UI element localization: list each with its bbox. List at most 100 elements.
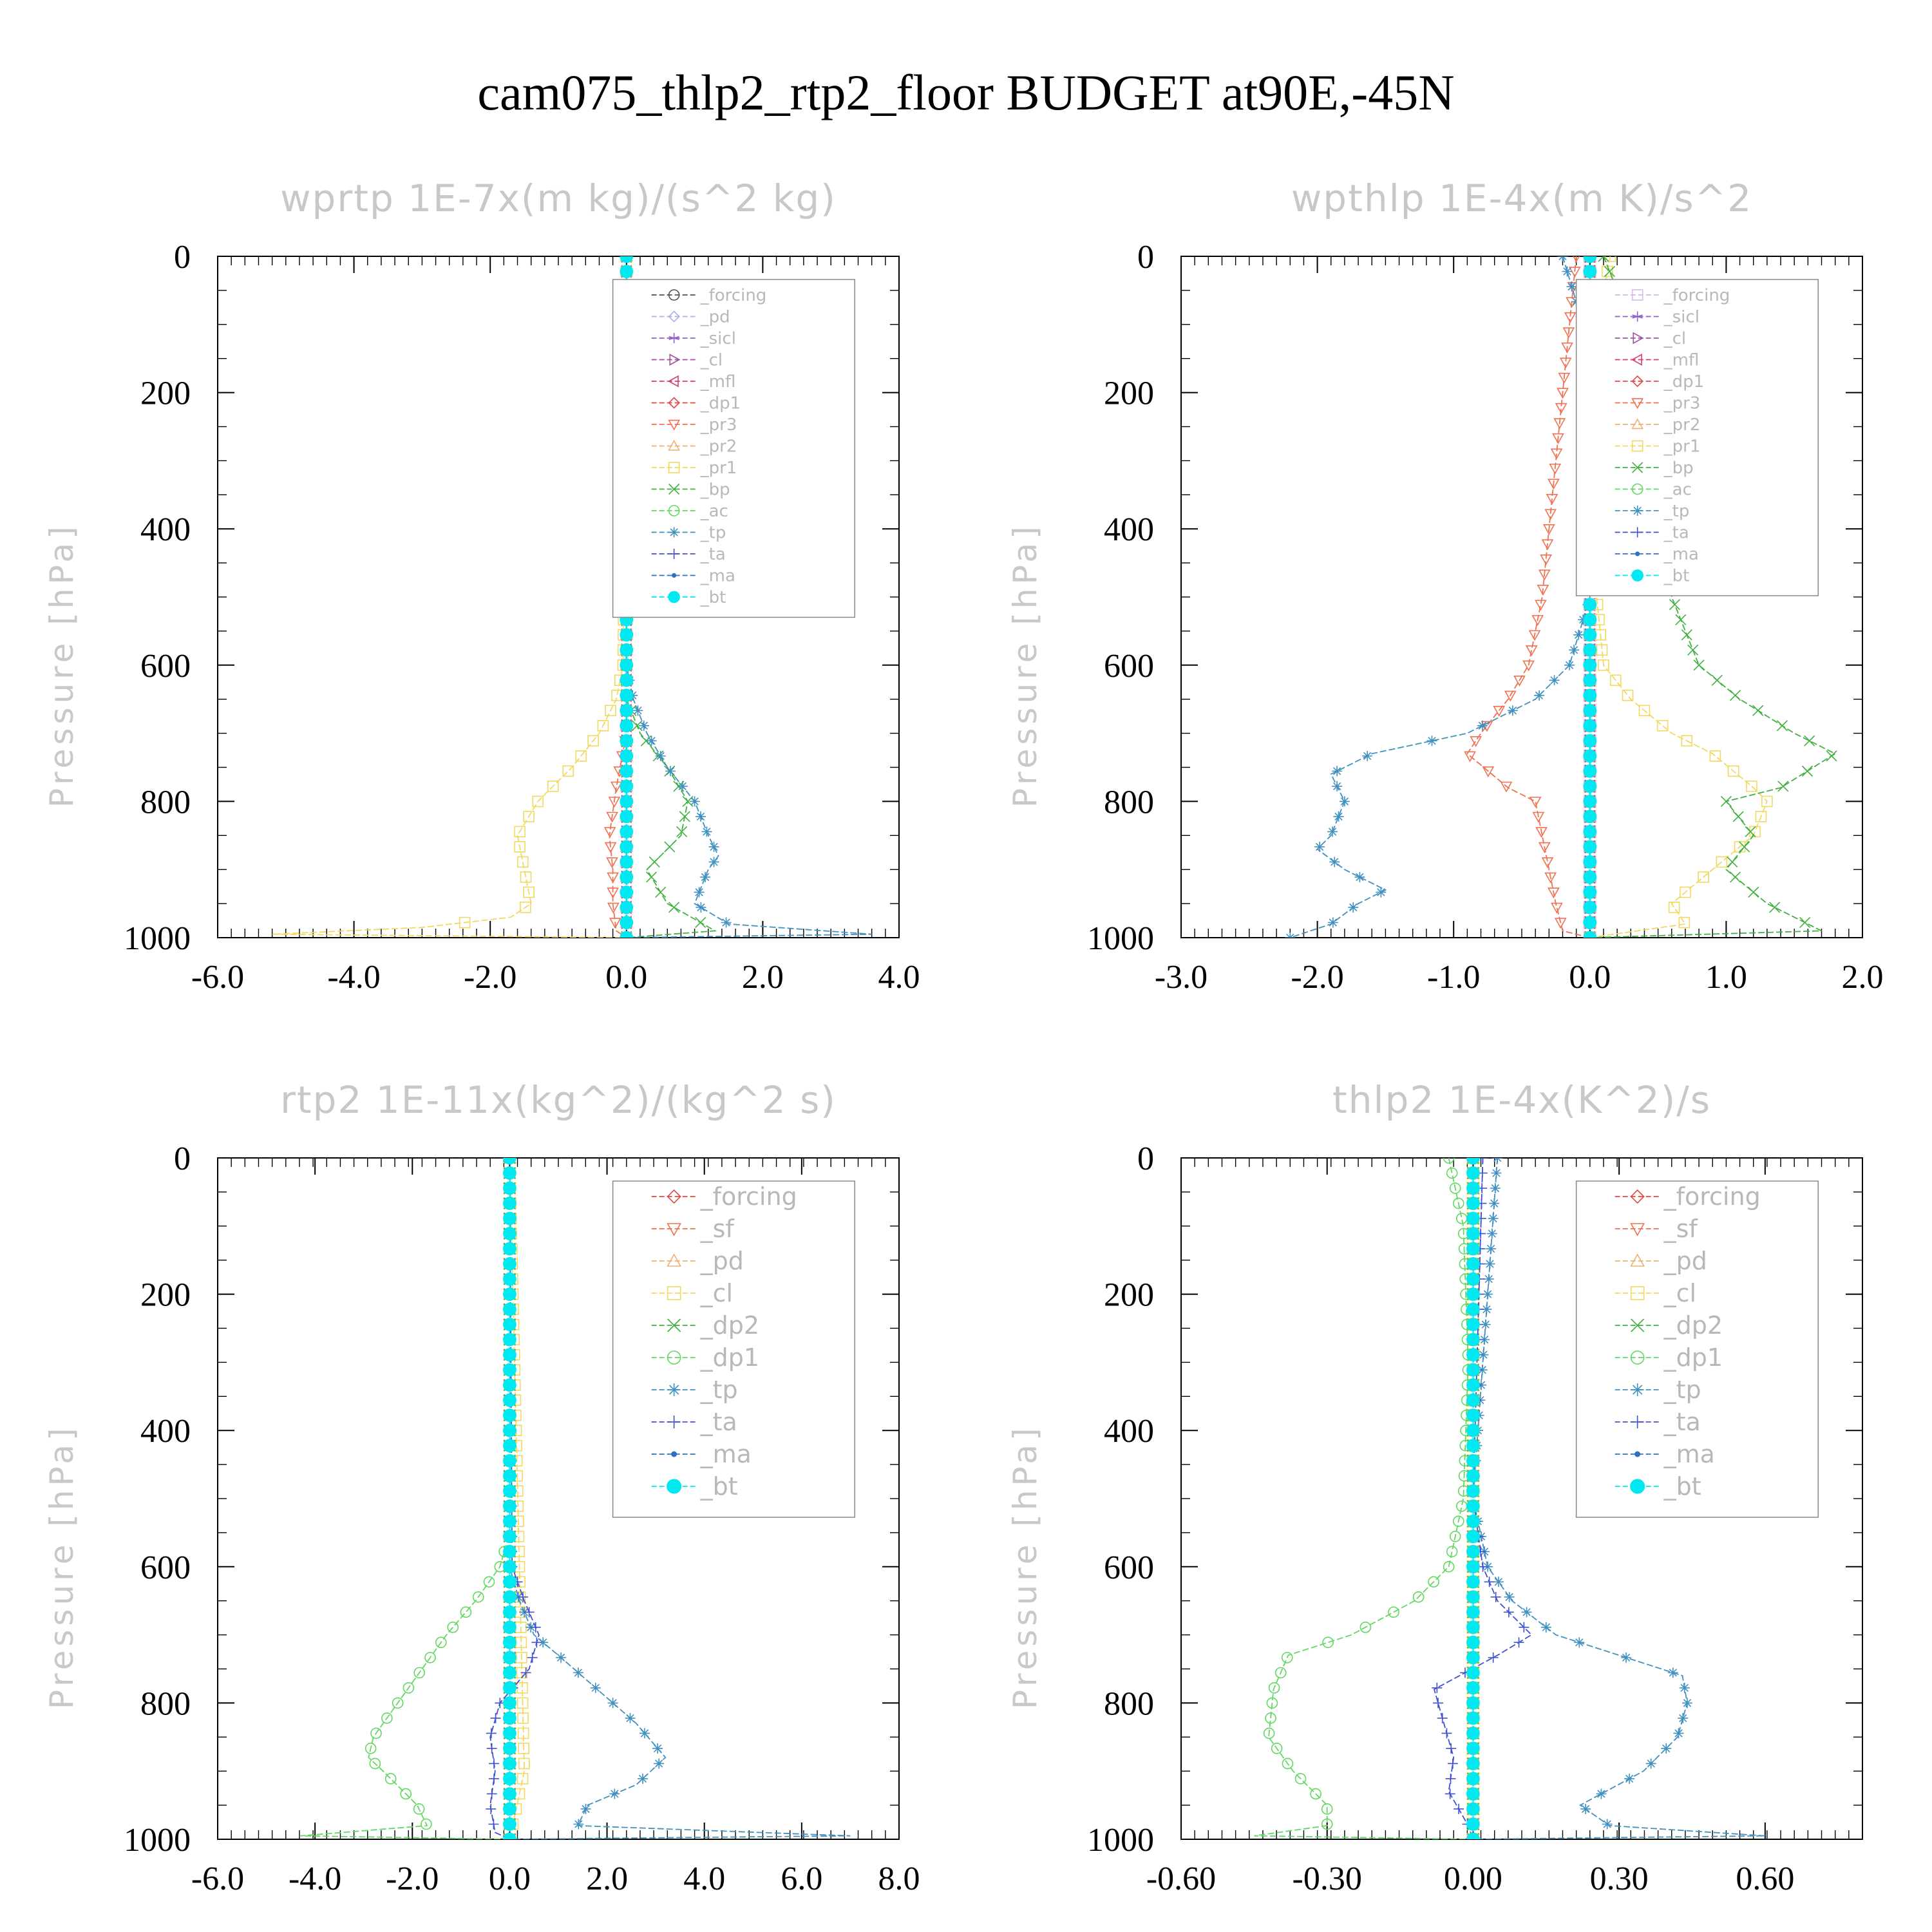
data-point bbox=[402, 1682, 415, 1694]
legend-label: _ta bbox=[1663, 1408, 1701, 1436]
data-point bbox=[1445, 1773, 1456, 1784]
panel-title: wprtp 1E-7x(m kg)/(s^2 kg) bbox=[280, 176, 837, 220]
legend-marker bbox=[668, 527, 679, 538]
data-point bbox=[1441, 1728, 1452, 1739]
data-point bbox=[640, 735, 652, 746]
data-point bbox=[1314, 841, 1325, 852]
data-point bbox=[503, 1181, 516, 1195]
data-point bbox=[1486, 1244, 1497, 1255]
data-point bbox=[1332, 781, 1343, 791]
data-point bbox=[1285, 933, 1296, 938]
data-point bbox=[503, 1575, 516, 1589]
panel-title: thlp2 1E-4x(K^2)/s bbox=[1332, 1078, 1711, 1122]
legend-marker bbox=[1631, 289, 1643, 301]
data-point bbox=[1354, 871, 1365, 882]
data-point bbox=[620, 870, 634, 884]
y-tick-label: 0 bbox=[174, 1141, 191, 1177]
y-tick-label: 400 bbox=[140, 511, 191, 548]
data-point bbox=[447, 1622, 459, 1633]
data-point bbox=[1535, 827, 1548, 838]
legend: _forcing _sicl _cl _mfl _dp1 _pr3 _pr2_pr1 _bp _… bbox=[1575, 279, 1819, 596]
data-point bbox=[1583, 916, 1597, 929]
data-point bbox=[1550, 448, 1563, 460]
data-point bbox=[1693, 659, 1705, 671]
data-point bbox=[1466, 1620, 1480, 1634]
data-point bbox=[1573, 256, 1580, 263]
data-point bbox=[503, 1484, 516, 1498]
legend-marker bbox=[667, 1286, 681, 1300]
data-point bbox=[1661, 1743, 1672, 1754]
legend-marker bbox=[1631, 440, 1643, 452]
data-point bbox=[677, 781, 688, 791]
data-point bbox=[1265, 1712, 1276, 1724]
data-point bbox=[1482, 766, 1495, 778]
data-point bbox=[1327, 826, 1338, 837]
data-point bbox=[1801, 765, 1813, 777]
data-point bbox=[664, 841, 676, 853]
legend-marker bbox=[1630, 1286, 1645, 1300]
legend-marker bbox=[667, 1479, 682, 1494]
y-tick-label: 1000 bbox=[1087, 1822, 1154, 1859]
data-point bbox=[1529, 797, 1542, 808]
series-line bbox=[625, 256, 872, 938]
legend-label: _pd bbox=[700, 308, 730, 327]
legend-label: _ac bbox=[700, 502, 728, 521]
data-point bbox=[503, 1832, 516, 1839]
data-point bbox=[1466, 1166, 1480, 1180]
panel-title: rtp2 1E-11x(kg^2)/(kg^2 s) bbox=[280, 1078, 837, 1122]
data-point bbox=[1466, 1787, 1480, 1801]
data-point bbox=[1769, 902, 1781, 913]
data-point bbox=[1466, 1469, 1480, 1483]
legend-marker bbox=[1631, 569, 1643, 582]
legend-label: _sicl bbox=[700, 329, 736, 348]
data-point bbox=[1466, 1378, 1480, 1392]
data-point bbox=[503, 1439, 516, 1453]
legend-label: _sf bbox=[700, 1215, 735, 1243]
data-point bbox=[1745, 826, 1756, 837]
data-point bbox=[654, 1758, 665, 1769]
data-point bbox=[1578, 614, 1589, 625]
data-point bbox=[1466, 1197, 1480, 1210]
data-point bbox=[1583, 658, 1597, 672]
data-point bbox=[503, 1242, 516, 1256]
data-point bbox=[523, 886, 535, 898]
data-point bbox=[1755, 811, 1767, 822]
y-axis-label: Pressure [hPa] bbox=[43, 522, 80, 808]
legend: _forcing _pd _sicl _cl _mfl _dp1 _pr3_pr2 _pr1 _… bbox=[612, 279, 855, 618]
data-point bbox=[1466, 1544, 1480, 1558]
data-point bbox=[1266, 1697, 1278, 1709]
data-point bbox=[1583, 719, 1597, 733]
x-tick-label: 1.0 bbox=[1705, 959, 1747, 996]
data-point bbox=[1549, 463, 1562, 475]
data-point bbox=[620, 855, 634, 869]
data-point bbox=[503, 1787, 516, 1801]
data-point bbox=[472, 1591, 484, 1603]
data-point bbox=[1466, 1227, 1480, 1240]
data-point bbox=[1271, 1743, 1283, 1754]
data-point bbox=[708, 841, 719, 852]
data-point bbox=[1583, 265, 1597, 278]
legend-marker bbox=[667, 1383, 681, 1396]
data-point bbox=[1583, 931, 1597, 938]
data-point bbox=[503, 1363, 516, 1377]
data-point bbox=[503, 1741, 516, 1756]
legend-label: _bt bbox=[700, 588, 726, 607]
x-tick-label: 0.0 bbox=[489, 1861, 531, 1897]
y-tick-label: 600 bbox=[1104, 1549, 1154, 1586]
data-point bbox=[503, 1272, 516, 1286]
data-point bbox=[1466, 1575, 1480, 1589]
x-tick-label: -2.0 bbox=[464, 959, 516, 996]
y-tick-label: 200 bbox=[140, 375, 191, 412]
data-point bbox=[1580, 1803, 1591, 1814]
data-point bbox=[503, 1544, 516, 1558]
data-point bbox=[1542, 524, 1555, 535]
data-point bbox=[1466, 1727, 1480, 1740]
data-point bbox=[1454, 1803, 1464, 1814]
legend-marker bbox=[667, 1223, 681, 1236]
data-point bbox=[1598, 659, 1609, 671]
data-point bbox=[620, 825, 634, 838]
data-point bbox=[460, 1606, 472, 1618]
legend-marker bbox=[668, 289, 680, 301]
data-point bbox=[1449, 1530, 1461, 1542]
series-ta bbox=[1432, 1158, 1533, 1839]
